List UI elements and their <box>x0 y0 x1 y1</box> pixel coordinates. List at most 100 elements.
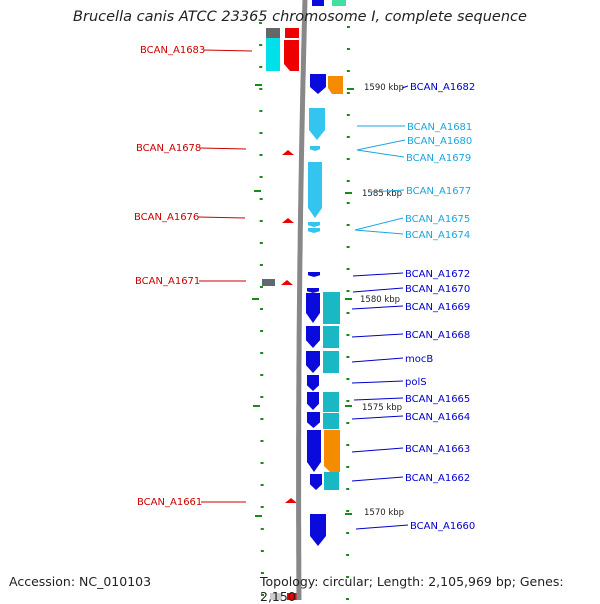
left-gene-label: BCAN_A1671 <box>135 276 200 287</box>
tick-mark <box>259 198 263 200</box>
tick-mark <box>346 444 350 446</box>
right-leader-line <box>352 287 404 293</box>
tick-mark <box>346 224 350 226</box>
tick-mark <box>259 220 263 222</box>
tick-mark <box>346 378 350 380</box>
gene-bcan-a1663 <box>307 430 321 472</box>
right-gene-label: BCAN_A1662 <box>405 473 470 484</box>
tick-mark <box>259 132 263 134</box>
right-gene-label: BCAN_A1663 <box>405 444 470 455</box>
tick-mark <box>260 528 264 530</box>
right-gene-label: BCAN_A1674 <box>405 230 470 241</box>
right-leader-line <box>354 217 404 231</box>
tick-mark <box>346 466 350 468</box>
tick-mark <box>260 550 264 552</box>
tick-mark <box>346 488 350 490</box>
right-leader-line <box>351 415 404 420</box>
gene-teal <box>323 351 339 373</box>
backbone-line <box>296 0 308 600</box>
right-gene-label: BCAN_A1682 <box>410 82 475 93</box>
tick-mark <box>260 594 264 596</box>
right-leader-line <box>353 397 404 401</box>
gene-bcan-a1662 <box>310 474 322 490</box>
tick-mark <box>346 114 350 116</box>
right-leader-line <box>401 85 409 89</box>
gene-bcan-a1661 <box>285 498 297 503</box>
tick-mark <box>346 510 350 512</box>
right-gene-label: BCAN_A1670 <box>405 284 470 295</box>
gene-bcan-a1682-orange <box>328 76 343 94</box>
major-tick <box>255 84 262 86</box>
gene-bcan-a1680 <box>310 146 320 151</box>
right-gene-label: BCAN_A1668 <box>405 330 470 341</box>
map-title: Brucella canis ATCC 23365 chromosome I, … <box>73 9 527 25</box>
tick-mark <box>259 22 263 24</box>
right-leader-line <box>351 380 404 384</box>
tick-mark <box>259 88 263 90</box>
tick-mark <box>346 202 350 204</box>
gene-teal <box>324 472 339 490</box>
gene-top-blue <box>312 0 324 6</box>
gene-bcan-a1676 <box>282 218 294 223</box>
right-leader-line <box>352 272 404 277</box>
tick-mark <box>346 312 350 314</box>
gene-bcan-a1683-red <box>284 40 299 71</box>
left-gene-label: BCAN_A1683 <box>140 45 205 56</box>
gene-bottom-red <box>287 593 299 600</box>
major-tick <box>345 298 352 300</box>
ruler-label: 1575 kbp <box>362 403 402 413</box>
gene-bcan-a1671 <box>281 280 293 285</box>
right-gene-label: BCAN_A1660 <box>410 521 475 532</box>
tick-mark <box>259 44 263 46</box>
gene-bcan-a1672 <box>308 272 320 277</box>
right-leader-line <box>355 524 409 530</box>
tick-mark <box>260 506 264 508</box>
gene-bcan-a1681 <box>309 108 325 140</box>
tick-mark <box>259 176 263 178</box>
tick-mark <box>346 246 350 248</box>
right-gene-label: BCAN_A1680 <box>407 136 472 147</box>
gene-red-top <box>285 28 299 38</box>
tick-mark <box>346 334 350 336</box>
gene-bcan-a1678 <box>282 150 294 155</box>
major-tick <box>345 405 352 407</box>
tick-mark <box>346 136 350 138</box>
tick-mark <box>346 356 350 358</box>
left-leader-line <box>199 147 247 150</box>
gene-teal <box>323 292 340 324</box>
right-leader-line <box>351 305 404 310</box>
tick-mark <box>259 286 263 288</box>
tick-mark <box>259 66 263 68</box>
right-gene-label: BCAN_A1681 <box>407 122 472 133</box>
gene-bcan-a1674 <box>308 228 320 233</box>
right-leader-line <box>356 139 406 151</box>
left-gene-label: BCAN_A1661 <box>137 497 202 508</box>
gene-bcan-a1660 <box>310 514 326 546</box>
right-gene-label: BCAN_A1665 <box>405 394 470 405</box>
tick-mark <box>260 374 264 376</box>
major-tick <box>345 513 352 515</box>
gene-bcan-a1675 <box>308 222 320 227</box>
major-tick <box>254 190 261 192</box>
right-leader-line <box>356 149 405 158</box>
gene-bottom-gray <box>270 593 282 600</box>
right-leader-line <box>351 357 404 363</box>
tick-mark <box>346 576 350 578</box>
major-tick <box>255 515 262 517</box>
tick-mark <box>346 48 350 50</box>
right-gene-label: polS <box>405 377 427 388</box>
tick-mark <box>346 26 350 28</box>
ruler-label: 1585 kbp <box>362 189 402 199</box>
ruler-label: 1590 kbp <box>364 83 404 93</box>
chromosome-backbone <box>296 0 308 600</box>
ruler-label: 1580 kbp <box>360 295 400 305</box>
right-gene-label: BCAN_A1664 <box>405 412 470 423</box>
gene-top-green <box>332 0 346 6</box>
tick-mark <box>259 154 263 156</box>
tick-mark <box>260 484 264 486</box>
major-tick <box>252 298 259 300</box>
ruler-label: 1570 kbp <box>364 508 404 518</box>
right-leader-line <box>351 447 404 453</box>
gene-teal <box>323 326 339 348</box>
right-leader-line <box>354 229 404 235</box>
